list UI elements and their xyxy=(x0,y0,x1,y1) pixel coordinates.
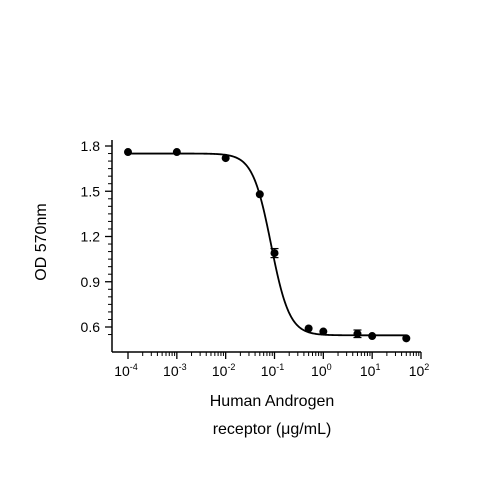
x-tick-label: 10-4 xyxy=(114,362,138,379)
data-point xyxy=(368,332,377,341)
x-tick-label: 101 xyxy=(360,362,381,379)
y-tick-label: 1.2 xyxy=(81,229,101,245)
y-tick-label: 0.6 xyxy=(81,319,101,335)
x-tick-label-base: 10 xyxy=(163,363,179,379)
x-tick-label-base: 10 xyxy=(311,363,327,379)
x-tick-label-base: 10 xyxy=(360,363,376,379)
data-point xyxy=(221,154,230,163)
y-ticks: 0.6 0.9 1.2 1.5 1.8 xyxy=(81,138,112,336)
x-tick-label-base: 10 xyxy=(212,363,228,379)
x-tick-label-exponent: 0 xyxy=(327,362,332,372)
y-tick-label: 0.9 xyxy=(81,274,101,290)
x-tick-label-exponent: -4 xyxy=(130,362,138,372)
x-tick-label-exponent: -3 xyxy=(179,362,187,372)
data-point xyxy=(402,334,411,343)
data-point xyxy=(304,324,313,333)
x-tick-label: 102 xyxy=(409,362,430,379)
data-point xyxy=(319,327,328,336)
x-axis-title-line-1: Human Androgen xyxy=(210,393,335,410)
x-tick-label-exponent: 1 xyxy=(375,362,380,372)
x-tick-label: 100 xyxy=(311,362,332,379)
x-axis-title-line-2: receptor (μg/mL) xyxy=(213,421,332,438)
x-tick-label-exponent: 2 xyxy=(424,362,429,372)
fit-curve-layer xyxy=(128,152,407,337)
x-tick-label-exponent: -2 xyxy=(227,362,235,372)
x-tick-label: 10-3 xyxy=(163,362,187,379)
x-tick-label: 10-1 xyxy=(261,362,285,379)
y-axis-title: OD 570nm xyxy=(33,203,50,280)
x-tick-label-base: 10 xyxy=(114,363,130,379)
data-points xyxy=(124,148,411,343)
data-point xyxy=(172,148,181,157)
x-ticks: 10-4 10-3 10-2 10-1 100 101 102 xyxy=(114,352,429,379)
data-point xyxy=(124,148,132,157)
data-point xyxy=(353,329,362,338)
y-tick-label: 1.8 xyxy=(81,138,101,154)
fit-curve xyxy=(128,152,407,337)
axes xyxy=(111,140,421,353)
x-tick-label: 10-2 xyxy=(212,362,236,379)
x-tick-label-base: 10 xyxy=(261,363,277,379)
data-point xyxy=(270,249,279,258)
x-tick-label-exponent: -1 xyxy=(276,362,284,372)
x-tick-label-base: 10 xyxy=(409,363,425,379)
data-point xyxy=(255,190,264,199)
y-tick-label: 1.5 xyxy=(81,183,101,199)
